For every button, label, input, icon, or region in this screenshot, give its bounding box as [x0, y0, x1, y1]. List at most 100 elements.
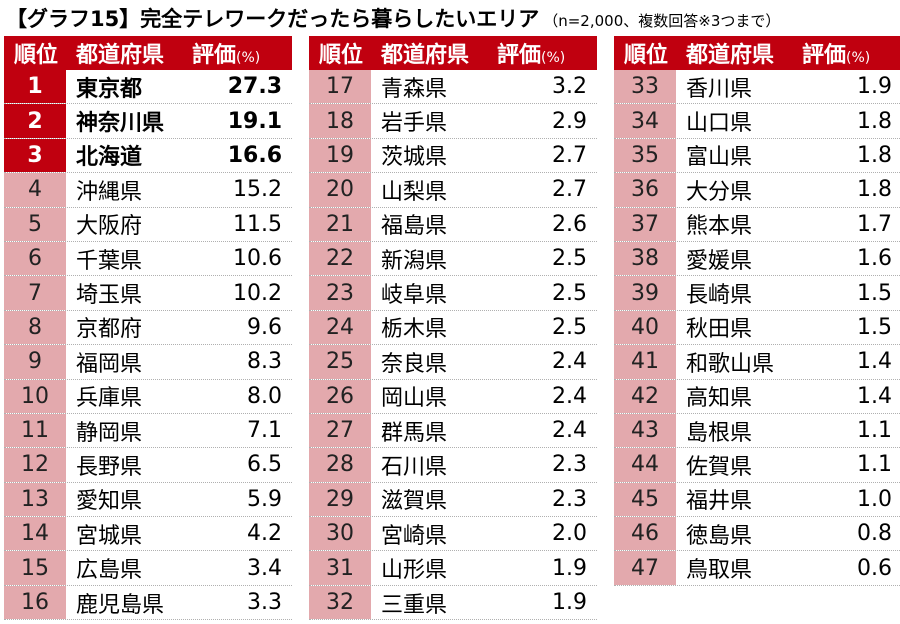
table-row: 7 埼玉県 10.2 — [4, 276, 292, 311]
table-row: 13 愛知県 5.9 — [4, 482, 292, 518]
header-score-unit: (%) — [846, 50, 871, 66]
ranking-column-1: 順位 都道府県 評価(%) 1 東京都 27.3 2 神奈川県 19.1 3 北海道 16.6 4… — [4, 36, 292, 621]
table-row: 33 香川県 1.9 — [614, 70, 900, 105]
rank-cell: 27 — [309, 413, 373, 448]
rank-cell: 24 — [309, 310, 373, 345]
score-cell: 2.5 — [552, 280, 587, 306]
table-row: 40 秋田県 1.5 — [614, 310, 900, 346]
score-cell: 1.8 — [857, 108, 892, 134]
prefecture-cell: 福島県 — [381, 214, 448, 240]
score-cell: 1.4 — [857, 383, 892, 409]
prefecture-cell: 石川県 — [381, 454, 448, 480]
rank-cell: 11 — [4, 413, 68, 448]
prefecture-cell: 滋賀県 — [381, 489, 448, 515]
table-row: 39 長崎県 1.5 — [614, 276, 900, 311]
prefecture-cell: 秋田県 — [686, 317, 753, 343]
header-rank: 順位 — [318, 43, 363, 68]
prefecture-cell: 埼玉県 — [76, 283, 143, 309]
rank-cell: 30 — [309, 517, 373, 551]
prefecture-cell: 徳島県 — [686, 523, 753, 549]
rank-cell: 42 — [614, 379, 678, 413]
table-row: 26 岡山県 2.4 — [309, 379, 597, 414]
score-cell: 1.9 — [552, 590, 587, 616]
prefecture-cell: 兵庫県 — [76, 386, 143, 412]
rank-cell: 31 — [309, 551, 373, 585]
prefecture-cell: 三重県 — [381, 592, 448, 618]
table-row: 37 熊本県 1.7 — [614, 207, 900, 242]
table-row: 4 沖縄県 15.2 — [4, 173, 292, 208]
ranking-rows: 33 香川県 1.9 34 山口県 1.8 35 富山県 1.8 36 大分県 1.8 37 熊本県 1.7… — [614, 70, 900, 586]
score-cell: 2.5 — [552, 314, 587, 340]
table-row: 31 山形県 1.9 — [309, 551, 597, 586]
table-row: 8 京都府 9.6 — [4, 310, 292, 346]
prefecture-cell: 山形県 — [381, 558, 448, 584]
table-row: 35 富山県 1.8 — [614, 138, 900, 174]
score-cell: 1.9 — [857, 74, 892, 100]
rank-cell: 40 — [614, 310, 678, 345]
rank-cell: 25 — [309, 345, 373, 379]
table-row: 11 静岡県 7.1 — [4, 413, 292, 449]
score-cell: 5.9 — [247, 486, 282, 512]
rank-cell: 23 — [309, 276, 373, 310]
header-prefecture: 都道府県 — [686, 43, 775, 68]
header-score-unit: (%) — [541, 50, 566, 66]
score-cell: 11.5 — [233, 211, 282, 237]
header-score: 評価(%) — [493, 37, 597, 69]
rank-cell: 19 — [309, 138, 373, 173]
table-row: 10 兵庫県 8.0 — [4, 379, 292, 414]
score-cell: 8.3 — [247, 349, 282, 375]
rank-cell: 18 — [309, 104, 373, 138]
score-cell: 0.6 — [857, 555, 892, 581]
score-cell: 2.0 — [552, 521, 587, 547]
score-cell: 1.7 — [857, 211, 892, 237]
table-row: 19 茨城県 2.7 — [309, 138, 597, 174]
score-cell: 3.4 — [247, 555, 282, 581]
header-prefecture: 都道府県 — [76, 43, 165, 68]
score-cell: 1.5 — [857, 280, 892, 306]
prefecture-cell: 奈良県 — [381, 351, 448, 377]
score-cell: 1.8 — [857, 142, 892, 168]
ranking-column-2: 順位 都道府県 評価(%) 17 青森県 3.2 18 岩手県 2.9 19 茨城県 2.7 20… — [309, 36, 597, 621]
prefecture-cell: 愛媛県 — [686, 248, 753, 274]
rank-cell: 5 — [4, 207, 68, 241]
rank-cell: 33 — [614, 70, 678, 104]
table-row: 41 和歌山県 1.4 — [614, 345, 900, 380]
score-cell: 2.7 — [552, 142, 587, 168]
rank-cell: 16 — [4, 585, 68, 620]
table-row: 30 宮崎県 2.0 — [309, 517, 597, 552]
score-cell: 2.9 — [552, 108, 587, 134]
rank-cell: 2 — [4, 104, 68, 138]
rank-cell: 13 — [4, 482, 68, 517]
prefecture-cell: 栃木県 — [381, 317, 448, 343]
rank-cell: 34 — [614, 104, 678, 138]
rank-cell: 6 — [4, 241, 68, 276]
score-cell: 3.2 — [552, 74, 587, 100]
score-cell: 1.1 — [857, 452, 892, 478]
header-score-label: 評価 — [802, 43, 847, 68]
rank-cell: 39 — [614, 276, 678, 310]
score-cell: 2.3 — [552, 452, 587, 478]
score-cell: 1.6 — [857, 246, 892, 272]
score-cell: 6.5 — [247, 452, 282, 478]
table-row: 47 鳥取県 0.6 — [614, 551, 900, 586]
header-prefecture: 都道府県 — [381, 43, 470, 68]
prefecture-cell: 富山県 — [686, 145, 753, 171]
prefecture-cell: 岩手県 — [381, 111, 448, 137]
rank-cell: 44 — [614, 448, 678, 482]
table-row: 27 群馬県 2.4 — [309, 413, 597, 449]
rank-cell: 43 — [614, 413, 678, 448]
prefecture-cell: 茨城県 — [381, 145, 448, 171]
header-score-label: 評価 — [192, 43, 237, 68]
score-cell: 19.1 — [227, 108, 282, 134]
score-cell: 10.6 — [233, 246, 282, 272]
ranking-rows: 1 東京都 27.3 2 神奈川県 19.1 3 北海道 16.6 4 沖縄県 15.2 5 大阪府 11.… — [4, 70, 292, 621]
prefecture-cell: 青森県 — [381, 76, 448, 102]
score-cell: 2.4 — [552, 418, 587, 444]
table-row: 5 大阪府 11.5 — [4, 207, 292, 242]
prefecture-cell: 広島県 — [76, 558, 143, 584]
table-row: 32 三重県 1.9 — [309, 585, 597, 621]
prefecture-cell: 大分県 — [686, 179, 753, 205]
score-cell: 2.5 — [552, 246, 587, 272]
table-row: 22 新潟県 2.5 — [309, 241, 597, 277]
prefecture-cell: 宮崎県 — [381, 523, 448, 549]
